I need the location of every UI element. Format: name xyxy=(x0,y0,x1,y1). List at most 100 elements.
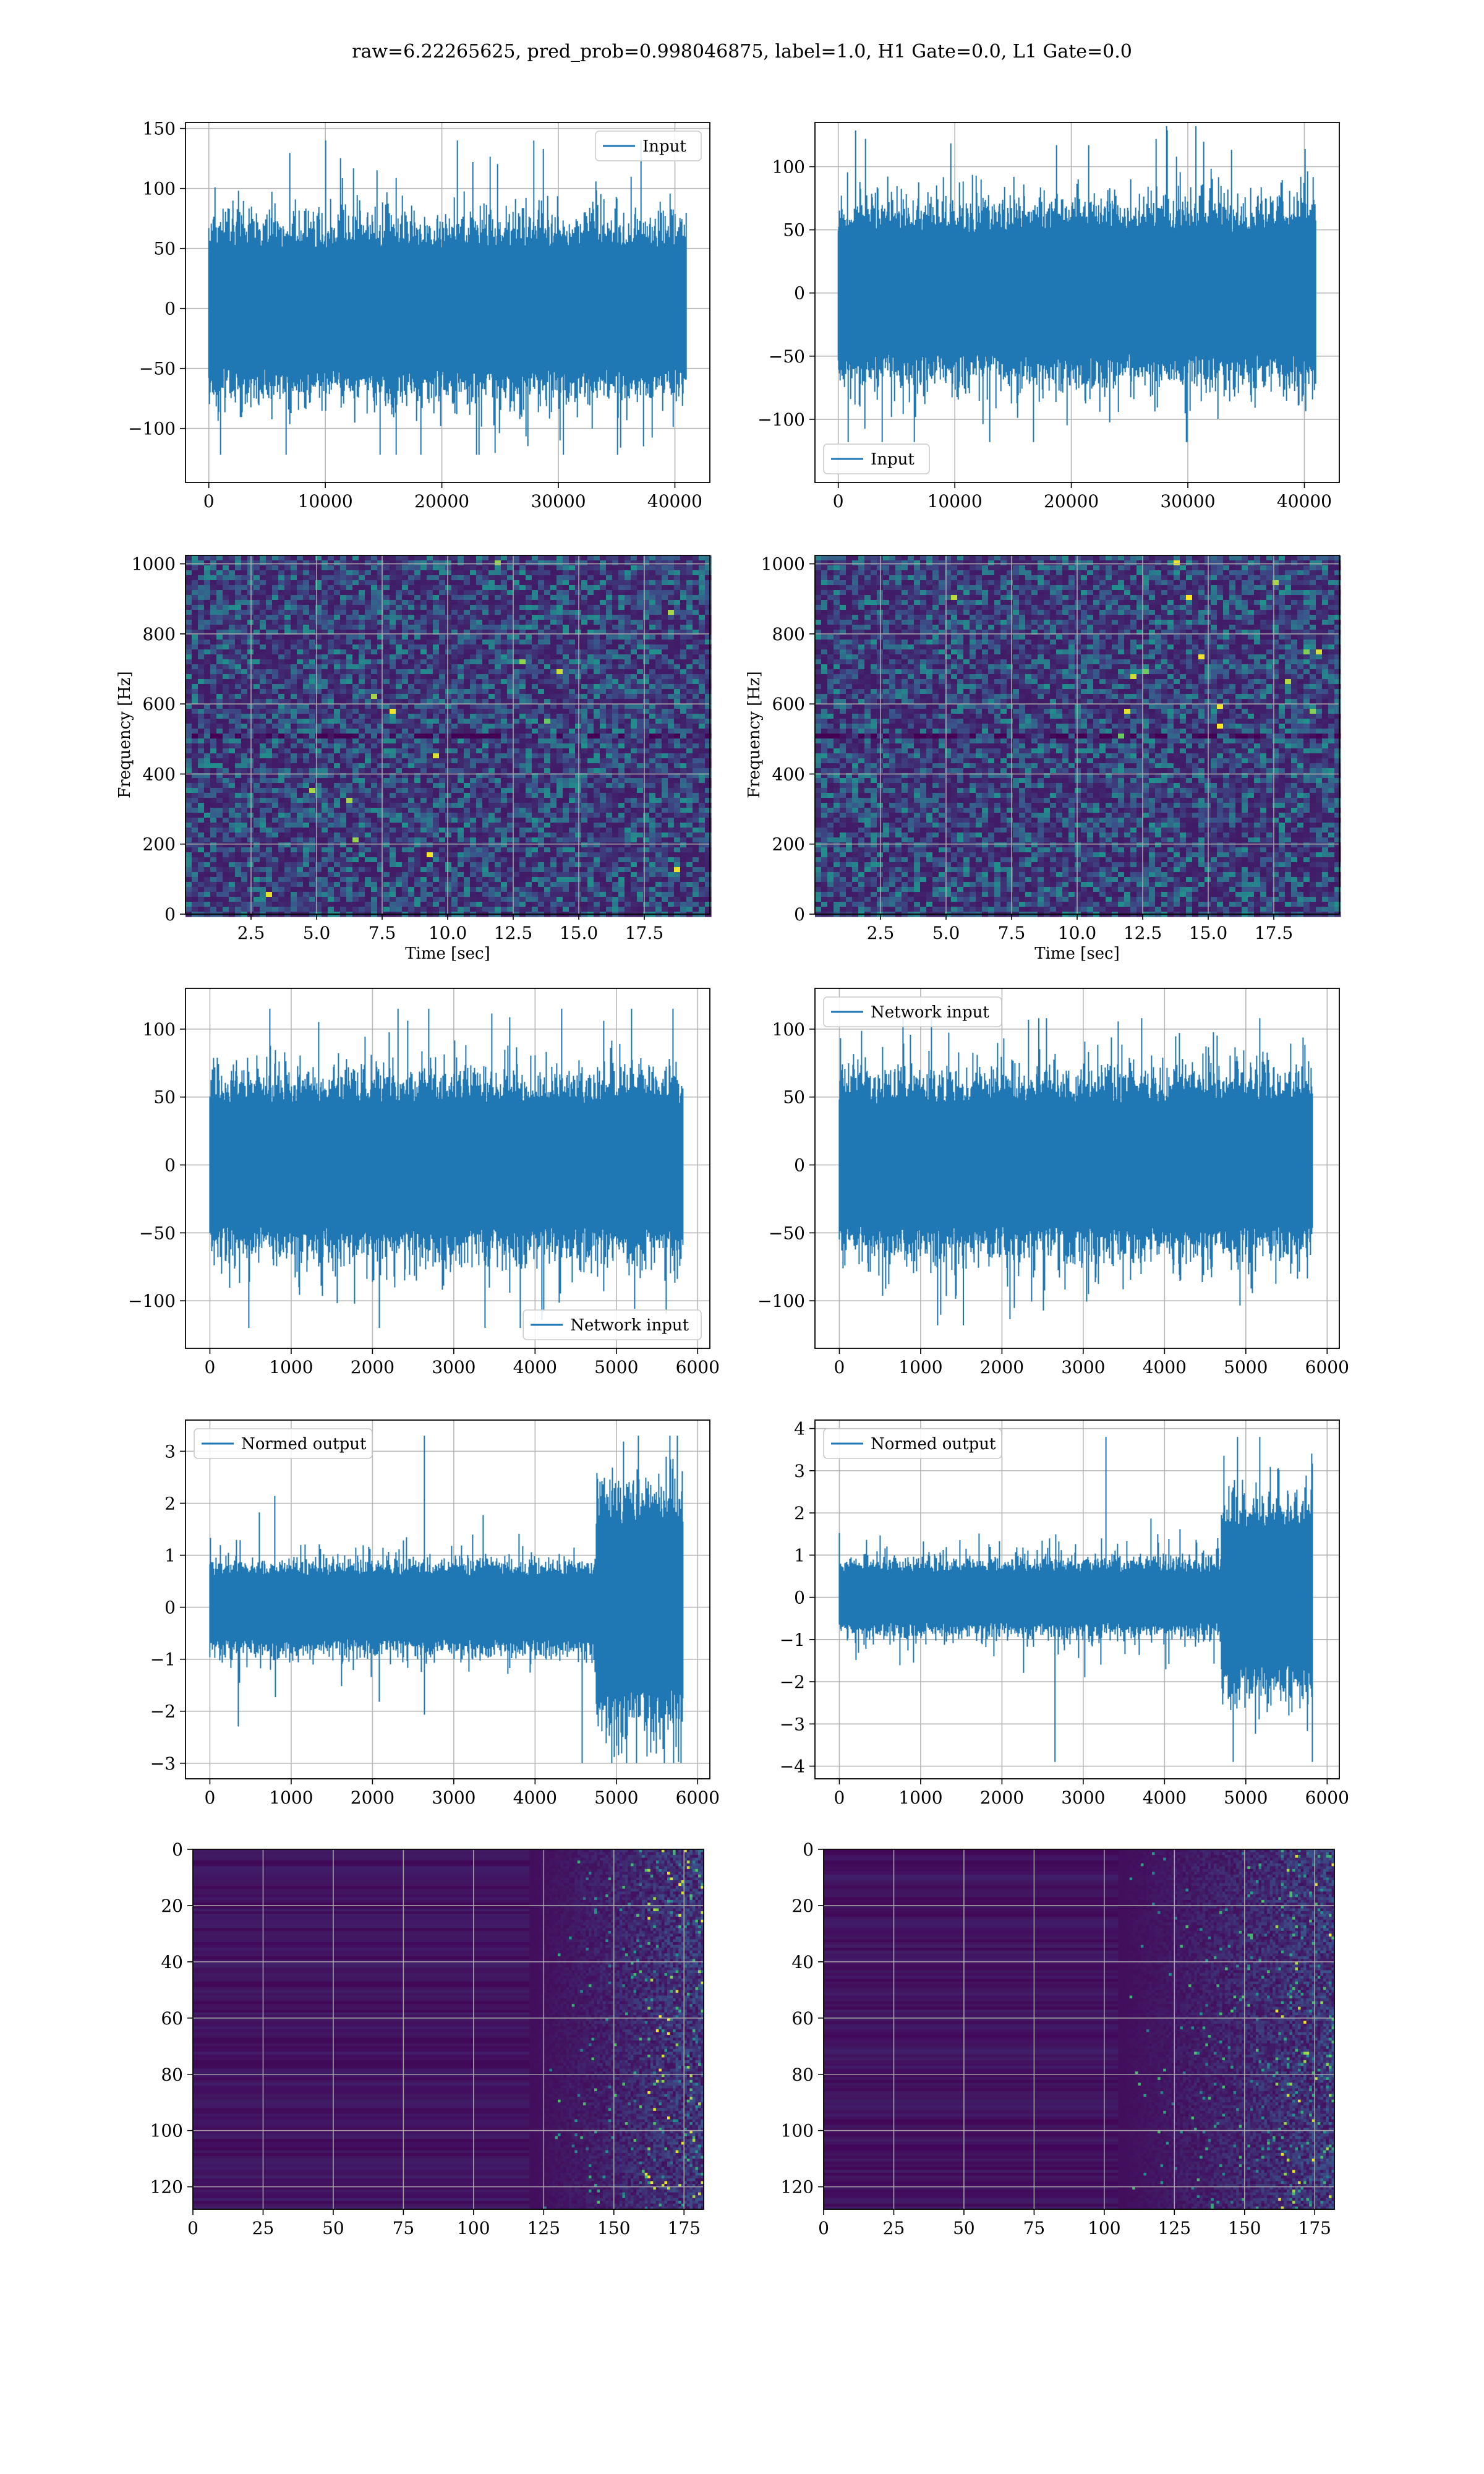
legend-label: Network input xyxy=(871,1003,989,1022)
legend: Normed output xyxy=(194,1429,372,1458)
x-tick-label: 5000 xyxy=(594,1357,638,1377)
y-tick-label: 400 xyxy=(772,764,805,784)
y-tick-label: 3 xyxy=(164,1441,176,1462)
y-tick-label: 50 xyxy=(783,1087,805,1108)
y-tick-label: −100 xyxy=(757,409,805,430)
y-tick-label: 50 xyxy=(153,1087,176,1108)
x-tick-label: 40000 xyxy=(1277,491,1332,511)
heatmap-cells xyxy=(815,555,1341,917)
x-tick-label: 0 xyxy=(834,1787,845,1808)
x-tick-label: 3000 xyxy=(432,1787,475,1808)
y-tick-label: 0 xyxy=(164,1598,176,1618)
y-tick-label: −100 xyxy=(757,1291,805,1311)
legend-label: Input xyxy=(871,450,915,469)
x-tick-label: 100 xyxy=(1088,2218,1120,2238)
x-tick-label: 2000 xyxy=(980,1787,1024,1808)
x-tick-label: 15.0 xyxy=(1189,923,1227,943)
x-tick-label: 1000 xyxy=(898,1357,942,1377)
x-tick-label: 5000 xyxy=(1224,1357,1268,1377)
y-tick-label: −2 xyxy=(150,1701,176,1722)
x-tick-label: 125 xyxy=(527,2218,560,2238)
x-tick-label: 75 xyxy=(1023,2218,1046,2238)
y-tick-label: 200 xyxy=(143,834,176,855)
y-tick-label: 1 xyxy=(164,1546,176,1566)
y-tick-label: 0 xyxy=(794,904,805,925)
y-tick-label: 400 xyxy=(143,764,176,784)
x-tick-label: 6000 xyxy=(676,1787,720,1808)
x-tick-label: 17.5 xyxy=(625,923,663,943)
y-tick-label: 40 xyxy=(161,1952,183,1972)
y-tick-label: −4 xyxy=(780,1757,805,1777)
y-tick-label: 150 xyxy=(143,119,176,139)
x-tick-label: 0 xyxy=(187,2218,198,2238)
x-tick-label: 15.0 xyxy=(560,923,598,943)
y-tick-label: −3 xyxy=(150,1753,176,1774)
x-tick-label: 2000 xyxy=(351,1357,394,1377)
x-tick-label: 10000 xyxy=(298,491,353,511)
legend: Input xyxy=(824,444,929,474)
x-tick-label: 20000 xyxy=(1044,491,1099,511)
y-tick-label: 0 xyxy=(803,1839,814,1860)
y-tick-label: 0 xyxy=(164,1155,176,1176)
x-axis-label: Time [sec] xyxy=(405,944,490,963)
x-tick-label: 30000 xyxy=(1160,491,1215,511)
x-tick-label: 0 xyxy=(205,1357,216,1377)
x-tick-label: 75 xyxy=(393,2218,415,2238)
y-tick-label: 120 xyxy=(781,2177,814,2198)
x-tick-label: 5.0 xyxy=(303,923,331,943)
chart-r2c2: 2.5 5.0 7.5 10.0 12.5 15.0 17.5020040060080010… xyxy=(745,554,1341,963)
y-tick-label: 0 xyxy=(794,1588,805,1608)
x-tick-label: 0 xyxy=(833,491,844,511)
y-tick-label: 800 xyxy=(772,624,805,644)
heatmap-cells xyxy=(186,555,712,917)
x-tick-label: 50 xyxy=(322,2218,344,2238)
x-tick-label: 7.5 xyxy=(369,923,396,943)
x-tick-label: 3000 xyxy=(1061,1357,1105,1377)
legend: Normed output xyxy=(824,1429,1002,1458)
y-tick-label: 200 xyxy=(772,834,805,855)
x-tick-label: 0 xyxy=(834,1357,845,1377)
y-tick-label: 600 xyxy=(772,694,805,714)
y-tick-label: 600 xyxy=(143,694,176,714)
y-tick-label: 20 xyxy=(161,1896,183,1916)
y-tick-label: 60 xyxy=(791,2008,814,2029)
y-tick-label: 50 xyxy=(783,220,805,241)
y-tick-label: −2 xyxy=(780,1672,805,1692)
y-tick-label: 20 xyxy=(791,1896,814,1916)
series-line-network-input xyxy=(210,1009,683,1328)
x-tick-label: 150 xyxy=(1228,2218,1261,2238)
y-tick-label: 800 xyxy=(143,624,176,644)
legend-label: Input xyxy=(642,137,686,156)
heatmap-cells xyxy=(824,1849,1335,2210)
y-tick-label: 60 xyxy=(161,2008,183,2029)
x-tick-label: 17.5 xyxy=(1255,923,1293,943)
x-tick-label: 3000 xyxy=(1061,1787,1105,1808)
x-tick-label: 20000 xyxy=(414,491,469,511)
legend-label: Normed output xyxy=(241,1435,367,1453)
y-tick-label: −1 xyxy=(780,1630,805,1650)
y-tick-label: 100 xyxy=(772,156,805,177)
y-tick-label: 100 xyxy=(143,179,176,199)
chart-r1c1: 0 10000 20000 30000 40000−100−50050100150Inp… xyxy=(128,119,710,511)
series-line-normed-output xyxy=(839,1437,1312,1761)
x-tick-label: 7.5 xyxy=(998,923,1026,943)
heatmap-cells xyxy=(193,1849,704,2210)
legend: Input xyxy=(595,131,701,161)
chart-r2c1: 2.5 5.0 7.5 10.0 12.5 15.0 17.5020040060080010… xyxy=(116,554,712,963)
x-tick-label: 4000 xyxy=(1143,1787,1187,1808)
legend-label: Network input xyxy=(570,1316,689,1335)
x-tick-label: 0 xyxy=(205,1787,216,1808)
y-tick-label: −100 xyxy=(128,419,176,439)
chart-r3c2: 0 1000 2000 3000 4000 5000 6000−100−50050100Ne… xyxy=(757,988,1349,1377)
y-axis-label: Frequency [Hz] xyxy=(116,671,134,798)
x-tick-label: 5000 xyxy=(1224,1787,1268,1808)
x-tick-label: 30000 xyxy=(531,491,586,511)
x-tick-label: 12.5 xyxy=(1124,923,1162,943)
y-tick-label: 2 xyxy=(164,1493,176,1513)
y-tick-label: 100 xyxy=(781,2121,814,2141)
x-tick-label: 25 xyxy=(883,2218,905,2238)
x-tick-label: 10000 xyxy=(927,491,983,511)
y-tick-label: −50 xyxy=(769,1223,805,1243)
y-tick-label: 120 xyxy=(150,2177,183,2198)
